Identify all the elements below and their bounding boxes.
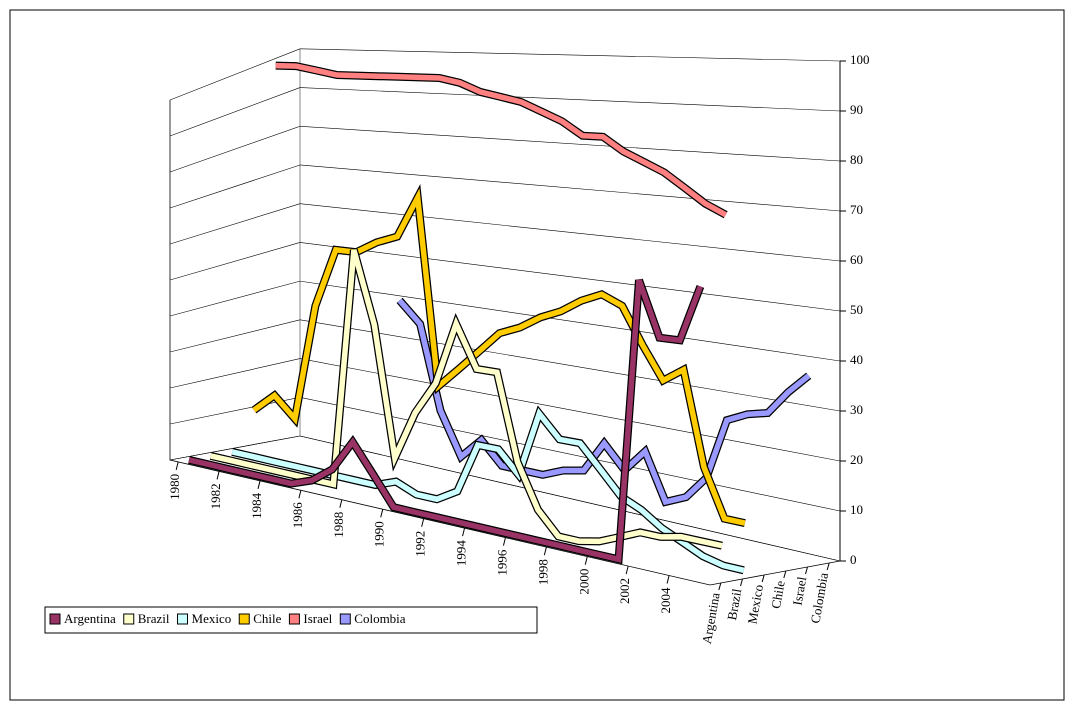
x-tick-label: 1988	[331, 512, 346, 538]
x-tick	[339, 499, 343, 508]
y-tick-label: 30	[850, 402, 863, 417]
x-tick	[584, 556, 588, 565]
depth-label: Israel	[790, 575, 810, 606]
grid-line	[299, 435, 841, 562]
legend-swatch	[339, 613, 351, 625]
grid-line	[299, 203, 841, 262]
depth-label: Brazil	[724, 587, 744, 621]
x-tick	[216, 471, 220, 480]
x-tick-label: 1982	[208, 483, 223, 509]
line	[210, 249, 723, 549]
x-tick-label: 1990	[372, 521, 387, 547]
x-tick	[298, 490, 302, 499]
grid-line	[169, 164, 301, 209]
grid-line	[169, 435, 301, 461]
x-tick	[502, 537, 506, 546]
line	[188, 279, 703, 563]
legend-swatch	[49, 613, 61, 625]
legend-label: Mexico	[192, 611, 232, 626]
grid-line	[169, 203, 301, 245]
depth-tick	[740, 578, 743, 587]
x-tick-label: 1998	[535, 559, 550, 585]
grid-line	[299, 280, 841, 362]
x-tick	[175, 461, 179, 471]
depth-label: Mexico	[744, 583, 766, 625]
depth-tick	[761, 574, 765, 583]
y-tick-label: 50	[850, 302, 863, 317]
x-tick	[625, 565, 629, 575]
x-tick	[421, 518, 425, 527]
legend-label: Argentina	[64, 611, 116, 626]
grid-line	[299, 358, 841, 462]
x-tick	[462, 528, 466, 537]
grid-line	[169, 125, 301, 173]
legend-swatch	[123, 613, 135, 625]
grid-line	[169, 87, 301, 137]
y-tick-label: 60	[850, 252, 863, 267]
grid-line	[299, 164, 841, 212]
x-tick-label: 2002	[617, 578, 632, 604]
grid-line	[299, 48, 841, 62]
x-tick-label: 1992	[413, 531, 428, 557]
x-tick	[666, 575, 670, 584]
x-tick-label: 1996	[494, 549, 509, 576]
legend-label: Colombia	[354, 611, 406, 626]
x-tick-label: 1986	[290, 502, 305, 529]
y-tick-label: 90	[850, 102, 863, 117]
grid-line	[299, 125, 841, 162]
y-tick-label: 40	[850, 352, 863, 367]
y-tick-label: 100	[850, 52, 870, 67]
legend: Argentina Brazil Mexico Chile Israel Colombia	[49, 611, 406, 626]
legend-swatch	[238, 613, 250, 625]
y-tick-label: 70	[850, 202, 863, 217]
y-tick-label: 10	[850, 502, 863, 517]
x-tick	[257, 480, 261, 489]
grid-line	[169, 48, 301, 101]
x-tick-label: 1994	[454, 540, 469, 567]
grid-line	[169, 242, 301, 281]
line	[397, 298, 811, 506]
depth-tick	[718, 582, 722, 591]
chart-border	[9, 9, 1065, 701]
legend-swatch	[177, 613, 189, 625]
x-tick-label: 1980	[167, 474, 182, 500]
x-tick-label: 2000	[576, 569, 591, 595]
y-tick-label: 0	[850, 552, 857, 567]
y-tick-label: 80	[850, 152, 863, 167]
grid-line	[299, 242, 841, 312]
grid-line	[169, 358, 301, 389]
depth-label: Chile	[768, 579, 788, 610]
legend-label: Chile	[253, 611, 281, 626]
x-tick-label: 1984	[249, 492, 264, 519]
x-tick	[380, 509, 384, 518]
legend-label: Israel	[303, 611, 332, 626]
grid-line	[299, 87, 841, 112]
y-tick-label: 20	[850, 452, 863, 467]
line	[252, 188, 746, 526]
depth-tick	[805, 566, 808, 575]
depth-tick	[783, 570, 787, 579]
grid-line	[299, 319, 841, 412]
x-tick	[543, 546, 547, 556]
line	[275, 62, 728, 218]
grid-line	[169, 280, 301, 317]
grid-line	[169, 319, 301, 353]
x-tick-label: 2004	[658, 587, 673, 614]
legend-swatch	[288, 613, 300, 625]
depth-tick	[826, 562, 830, 571]
legend-label: Brazil	[138, 611, 170, 626]
line	[231, 407, 745, 573]
